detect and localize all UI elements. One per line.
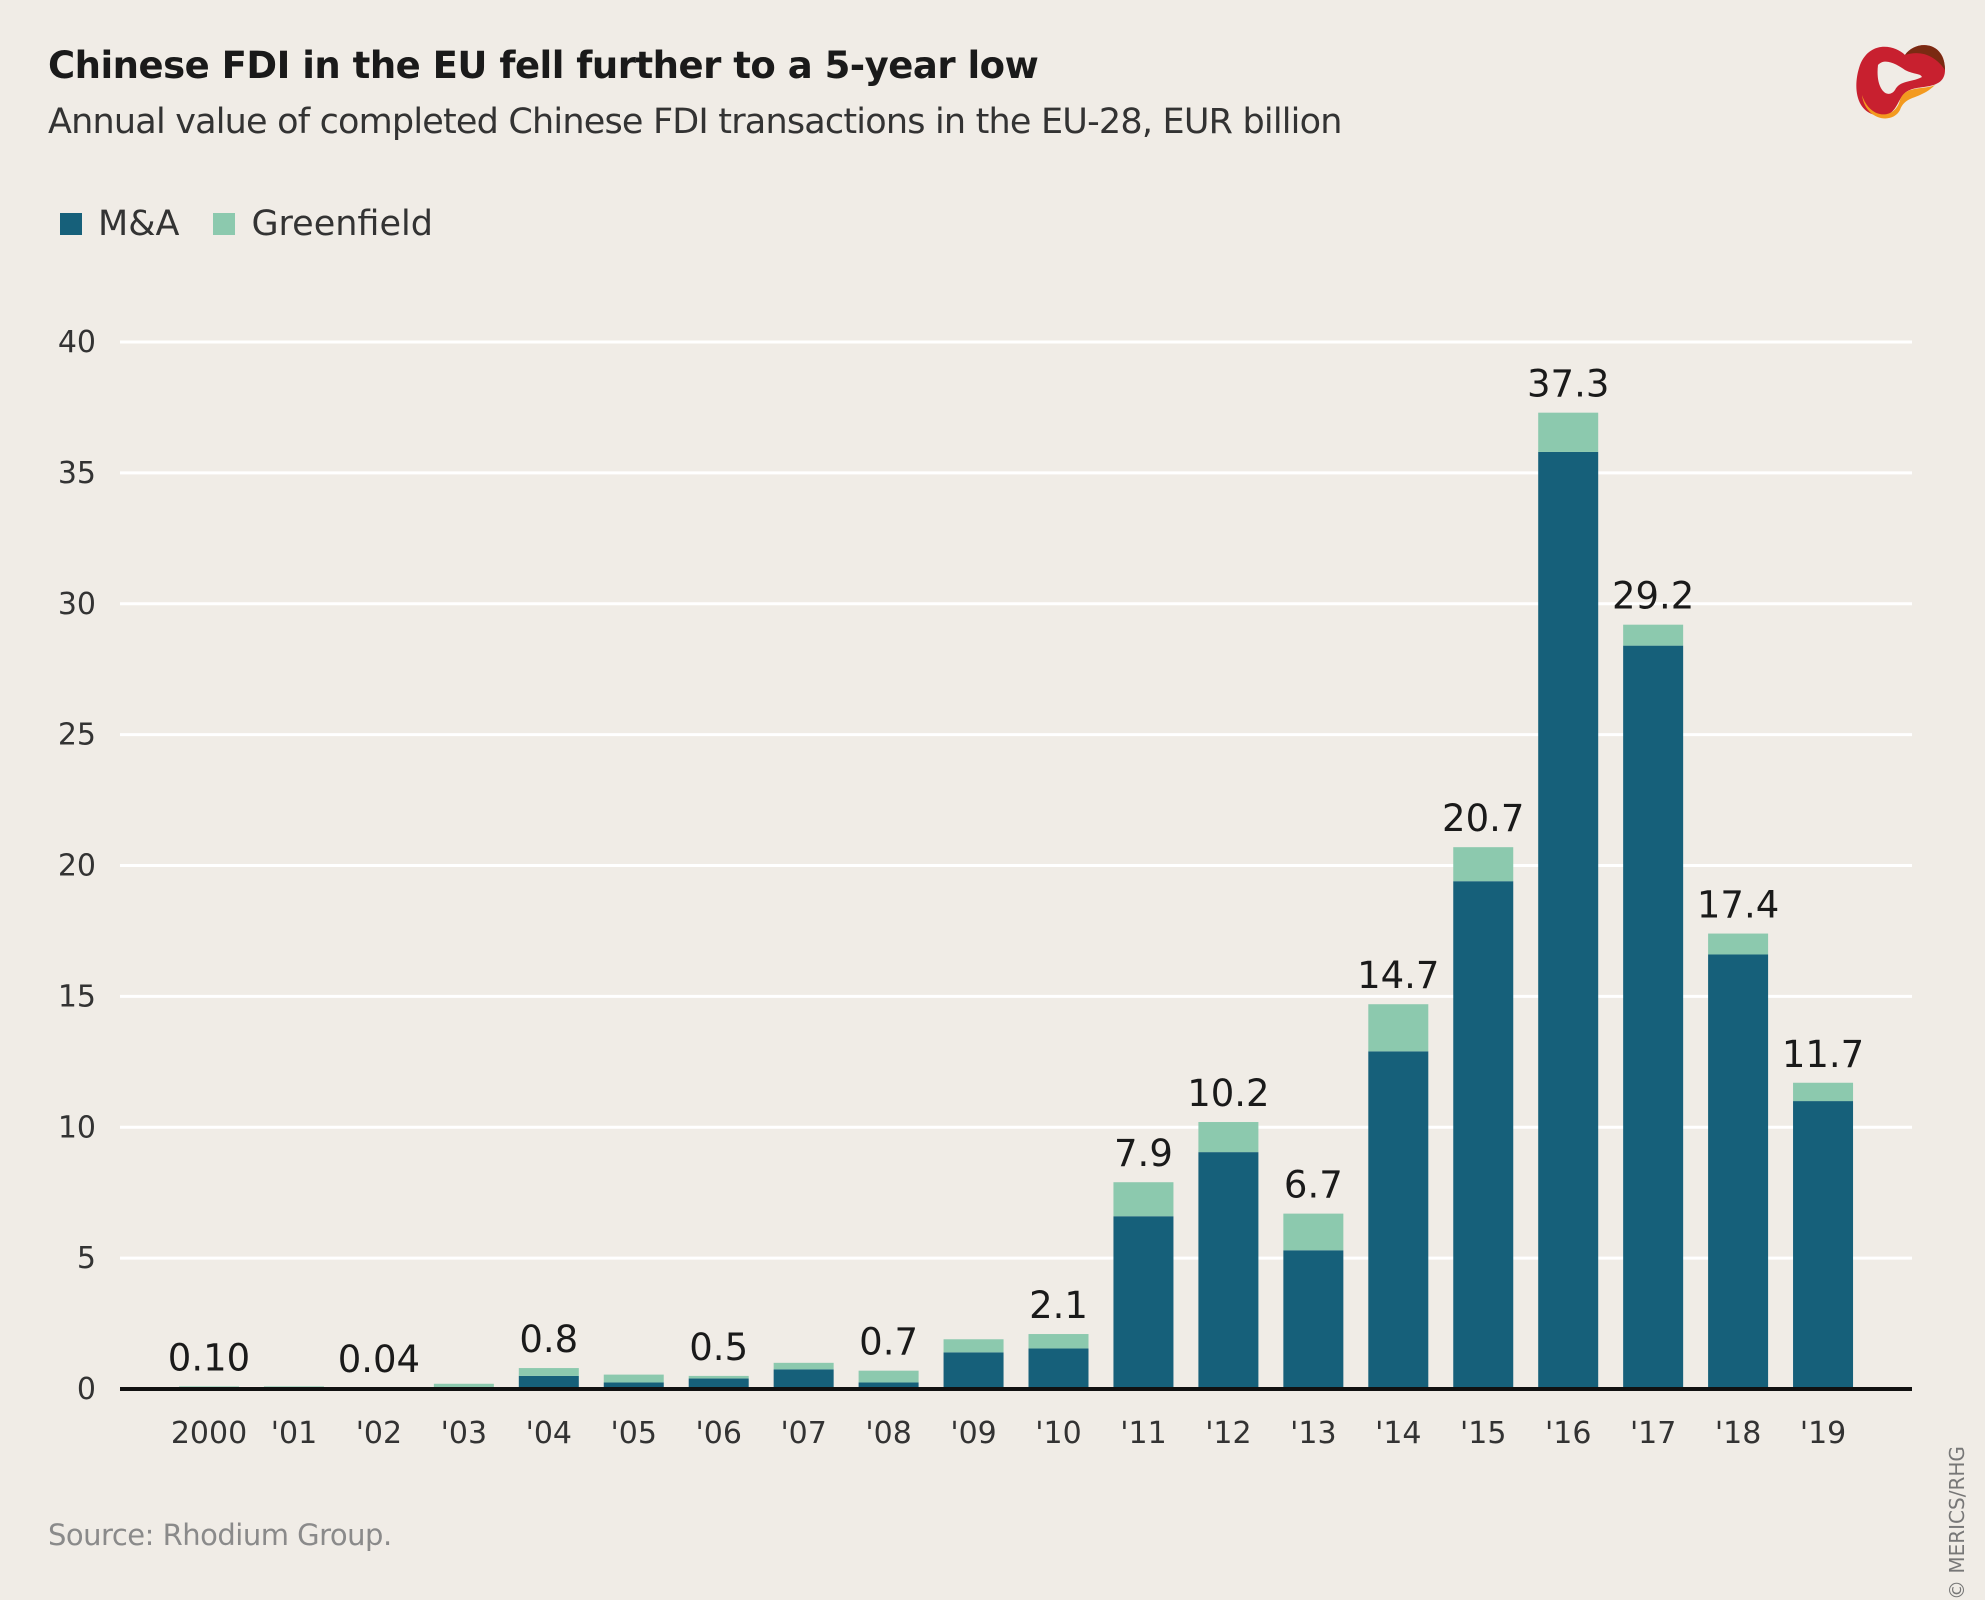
y-tick-label: 25 (58, 718, 96, 753)
data-label: 0.7 (859, 1321, 918, 1364)
bar-greenfield (263, 1386, 324, 1388)
x-tick-label: '17 (1630, 1416, 1676, 1451)
bar-ma (1453, 881, 1514, 1389)
y-tick-label: 10 (58, 1110, 96, 1145)
x-tick-label: 2000 (171, 1416, 247, 1451)
merics-logo-icon (1856, 45, 1945, 119)
x-tick-label: '05 (611, 1416, 657, 1451)
y-tick-label: 15 (58, 979, 96, 1014)
data-label: 0.04 (338, 1338, 420, 1381)
x-tick-label: '03 (441, 1416, 487, 1451)
bar-greenfield (1538, 412, 1599, 452)
bar-greenfield (943, 1339, 1004, 1353)
y-tick-label: 30 (58, 587, 96, 622)
bar-ma (1708, 954, 1769, 1389)
bar-greenfield (688, 1375, 749, 1379)
bar-greenfield (433, 1383, 494, 1388)
x-tick-label: '06 (695, 1416, 741, 1451)
x-tick-label: '01 (271, 1416, 317, 1451)
bar-greenfield (603, 1374, 664, 1383)
x-tick-label: '16 (1545, 1416, 1591, 1451)
x-tick-label: '09 (950, 1416, 996, 1451)
legend-swatch-ma (60, 213, 82, 235)
data-label: 37.3 (1527, 363, 1609, 406)
chart-subtitle: Annual value of completed Chinese FDI tr… (48, 102, 1342, 142)
data-label: 0.5 (689, 1326, 748, 1369)
y-tick-label: 0 (77, 1372, 96, 1407)
data-label: 2.1 (1029, 1284, 1088, 1327)
data-label: 17.4 (1697, 884, 1779, 927)
y-tick-label: 20 (58, 849, 96, 884)
data-label: 10.2 (1187, 1072, 1269, 1115)
legend-swatch-greenfield (213, 213, 236, 235)
bar-ma (1793, 1101, 1854, 1389)
x-tick-label: '08 (865, 1416, 911, 1451)
data-label: 0.8 (519, 1318, 578, 1361)
x-tick-label: '14 (1375, 1416, 1421, 1451)
data-label: 11.7 (1782, 1033, 1864, 1076)
x-tick-label: '12 (1205, 1416, 1251, 1451)
legend-item-greenfield: Greenfield (213, 204, 433, 244)
bar-ma (1538, 451, 1599, 1389)
bar-ma (943, 1352, 1004, 1389)
bar-ma (1623, 645, 1684, 1389)
bar-greenfield (1623, 624, 1684, 646)
bar-ma (603, 1382, 664, 1389)
bar-ma (518, 1375, 579, 1389)
x-tick-label: '15 (1460, 1416, 1506, 1451)
y-tick-label: 40 (58, 325, 96, 360)
bar-ma (1113, 1216, 1174, 1389)
data-label: 20.7 (1442, 797, 1524, 840)
data-label: 6.7 (1284, 1164, 1343, 1207)
bar-ma (858, 1382, 919, 1389)
y-tick-label: 5 (77, 1241, 96, 1276)
bar-ma (1283, 1250, 1344, 1389)
bar-greenfield (1368, 1004, 1429, 1052)
bar-ma (688, 1378, 749, 1389)
bar-greenfield (518, 1368, 579, 1376)
bar-greenfield (1793, 1082, 1854, 1102)
bar-ma (1198, 1152, 1259, 1389)
copyright-note: © MERICS/RHG (1945, 1446, 1969, 1600)
y-tick-label: 35 (58, 456, 96, 491)
bar-ma (1368, 1051, 1429, 1389)
bar-ma (1028, 1348, 1089, 1389)
x-tick-label: '18 (1715, 1416, 1761, 1451)
x-tick-label: '19 (1800, 1416, 1846, 1451)
x-tick-label: '07 (780, 1416, 826, 1451)
bar-greenfield (1198, 1122, 1259, 1153)
x-tick-label: '11 (1120, 1416, 1166, 1451)
x-tick-label: '02 (356, 1416, 402, 1451)
x-tick-label: '04 (526, 1416, 572, 1451)
data-label: 14.7 (1357, 954, 1439, 997)
bar-ma (773, 1369, 834, 1389)
legend: M&A Greenfield (60, 204, 467, 244)
bar-greenfield (1028, 1334, 1089, 1349)
bar-greenfield (1453, 847, 1514, 882)
data-label: 7.9 (1114, 1132, 1173, 1175)
chart-title: Chinese FDI in the EU fell further to a … (48, 44, 1039, 87)
legend-label-greenfield: Greenfield (251, 204, 433, 244)
x-tick-label: '13 (1290, 1416, 1336, 1451)
bar-greenfield (1708, 933, 1769, 955)
bar-greenfield (1113, 1182, 1174, 1217)
bar-greenfield (1283, 1213, 1344, 1251)
x-tick-label: '10 (1035, 1416, 1081, 1451)
data-label: 29.2 (1612, 575, 1694, 618)
legend-label-ma: M&A (98, 204, 180, 244)
bar-greenfield (773, 1362, 834, 1370)
source-note: Source: Rhodium Group. (48, 1518, 392, 1552)
bar-greenfield (858, 1370, 919, 1383)
legend-item-ma: M&A (60, 204, 179, 244)
data-label: 0.10 (168, 1336, 250, 1379)
